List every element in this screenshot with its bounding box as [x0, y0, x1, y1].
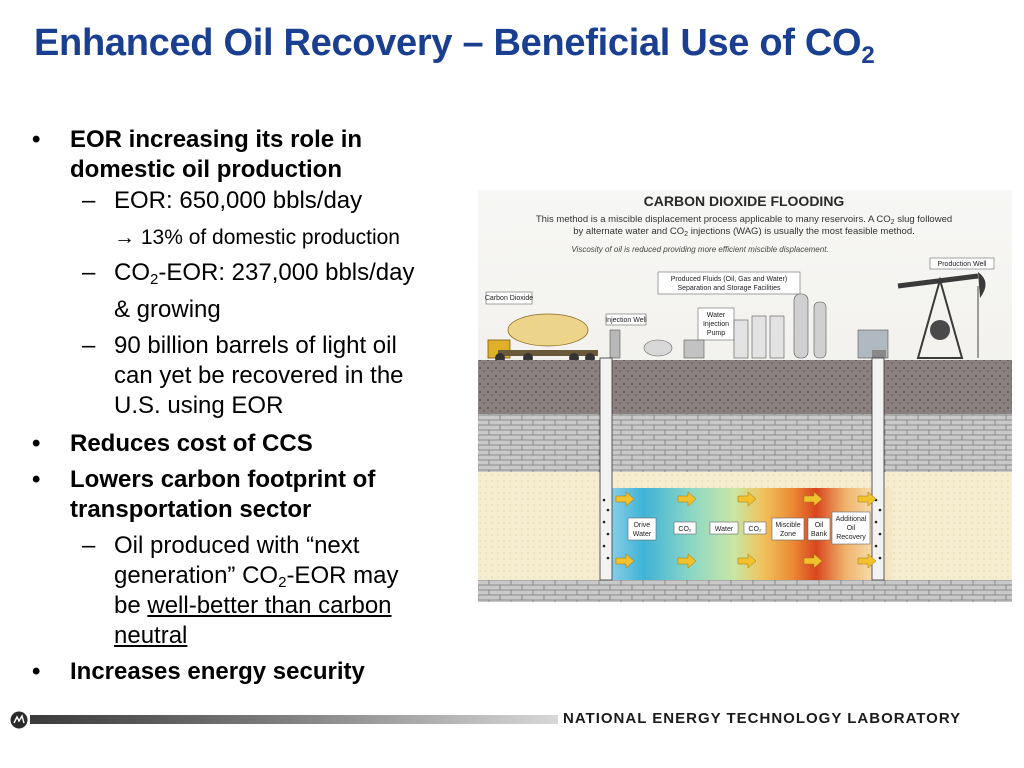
next-gen-post: -EOR may	[286, 562, 399, 589]
zone-oil-bank-1: Oil	[815, 522, 824, 529]
surface-equipment	[487, 272, 986, 363]
zone-additional-3: Recovery	[836, 534, 866, 541]
bullet-carbon-footprint: • Lowers carbon footprint of transportat…	[24, 465, 479, 525]
label-box-production-well	[929, 257, 995, 270]
injection-well-pipe	[599, 357, 613, 581]
zone-drive-water-2: Water	[633, 531, 652, 538]
next-gen-pre: generation” CO	[114, 562, 279, 589]
sub-bullet-next-gen-line3: be well-better than carbon	[114, 591, 479, 621]
label-injection-well: Injection Well	[605, 317, 647, 324]
label-produced-fluids-1: Produced Fluids (Oil, Gas and Water)	[671, 276, 787, 283]
zone-additional-2: Oil	[847, 525, 856, 532]
rock-layer-lower	[478, 580, 1012, 602]
label-water-pump-3: Pump	[707, 330, 725, 337]
sub-bullet-recoverable-line3: U.S. using EOR	[114, 392, 284, 419]
label-production-well: Production Well	[938, 261, 987, 268]
bullet-marker: •	[32, 126, 41, 153]
bullet-eor-role-line2: domestic oil production	[70, 156, 343, 183]
sub-bullet-eor-volume-text: EOR: 650,000 bbls/day	[114, 187, 363, 214]
rock-layer-middle	[478, 414, 1012, 472]
bullet-marker: •	[32, 466, 41, 493]
dash-marker: –	[82, 187, 96, 214]
zone-co2-b: CO₂	[748, 526, 762, 533]
zone-drive-water-1: Drive	[634, 522, 650, 529]
diagram-desc-line2: by alternate water and CO2 injections (W…	[573, 226, 915, 238]
slide-footer: NATIONAL ENERGY TECHNOLOGY LABORATORY	[0, 708, 1024, 732]
bullet-eor-role: • EOR increasing its role in domestic oi…	[24, 125, 479, 185]
diagram-desc-line3: Viscosity of oil is reduced providing mo…	[571, 245, 828, 254]
next-gen-be: be	[114, 592, 148, 619]
slide-title: Enhanced Oil Recovery – Beneficial Use o…	[34, 22, 1014, 70]
diagram-title: CARBON DIOXIDE FLOODING	[644, 193, 845, 209]
footer-gradient-bar	[30, 715, 558, 724]
label-box-produced-fluids	[657, 271, 801, 295]
zone-miscible-1: Miscible	[775, 522, 800, 529]
production-well-pipe	[871, 357, 885, 581]
sub-bullet-co2-eor-line2: & growing	[114, 296, 221, 323]
bullet-reduces-ccs-cost-text: Reduces cost of CCS	[70, 430, 313, 457]
sub-bullet-recoverable-line1: 90 billion barrels of light oil	[114, 332, 397, 359]
co2-subscript: 2	[150, 271, 159, 288]
bullet-energy-security: • Increases energy security	[24, 657, 479, 687]
co2-flooding-diagram: CARBON DIOXIDE FLOODING This method is a…	[478, 190, 1012, 602]
label-box-carbon-dioxide	[485, 291, 533, 305]
bullet-marker: •	[32, 430, 41, 457]
zone-water: Water	[715, 526, 734, 533]
dash-marker: –	[82, 259, 96, 286]
bullet-energy-security-text: Increases energy security	[70, 658, 365, 685]
label-water-pump-1: Water	[707, 312, 726, 319]
dash-marker: –	[82, 332, 96, 359]
diagram-desc-line1: This method is a miscible displacement p…	[536, 214, 952, 226]
bullet-carbon-footprint-line2: transportation sector	[70, 496, 312, 523]
sub-bullet-co2-eor-line1: CO2-EOR: 237,000 bbls/day	[114, 258, 479, 288]
zone-miscible-2: Zone	[780, 531, 796, 538]
underlined-phrase: well-better than carbon	[147, 592, 392, 619]
rock-layer-upper	[478, 360, 1012, 414]
label-water-pump-2: Injection	[703, 321, 729, 328]
zone-oil-bank-2: Bank	[811, 531, 827, 538]
footer-lab-name: NATIONAL ENERGY TECHNOLOGY LABORATORY	[563, 710, 962, 727]
bullet-carbon-footprint-line1: Lowers carbon footprint of	[70, 466, 376, 493]
sub-bullet-next-gen-line2: generation” CO2-EOR may	[114, 561, 479, 591]
underlined-phrase-end: neutral	[114, 622, 188, 649]
co2-eor-volume: -EOR: 237,000 bbls/day	[158, 259, 415, 286]
cap-layer	[478, 472, 1012, 488]
label-produced-fluids-2: Separation and Storage Facilities	[677, 285, 781, 292]
co2-subscript: 2	[278, 574, 287, 591]
sub-bullet-eor-volume: – EOR: 650,000 bbls/day	[24, 186, 479, 216]
dash-marker: –	[82, 532, 96, 559]
label-box-injection-well	[605, 313, 647, 326]
bullet-list: • EOR increasing its role in domestic oi…	[24, 125, 479, 687]
sub-bullet-recoverable-line2: can yet be recovered in the	[114, 362, 404, 389]
sub-bullet-co2-eor: – CO2-EOR: 237,000 bbls/day & growing	[24, 258, 479, 325]
sub-bullet-recoverable-oil: – 90 billion barrels of light oil can ye…	[24, 331, 479, 421]
co2-flooding-illustration: CARBON DIOXIDE FLOODING This method is a…	[478, 190, 1012, 602]
bullet-marker: •	[32, 658, 41, 685]
sub-bullet-next-gen-line1: Oil produced with “next	[114, 532, 360, 559]
co2-prefix: CO	[114, 259, 150, 286]
note-domestic-share: → 13% of domestic production	[114, 226, 400, 249]
slide-title-subscript: 2	[861, 42, 875, 69]
bullet-eor-role-line1: EOR increasing its role in	[70, 126, 363, 153]
zone-co2-a: CO₂	[678, 526, 692, 533]
netl-logo-icon	[10, 711, 28, 729]
flow-arrows	[615, 491, 877, 569]
label-carbon-dioxide: Carbon Dioxide	[485, 295, 533, 302]
label-box-water-pump	[697, 307, 735, 341]
slide-title-text: Enhanced Oil Recovery – Beneficial Use o…	[34, 22, 862, 64]
bullet-reduces-ccs-cost: • Reduces cost of CCS	[24, 429, 479, 459]
sub-bullet-next-gen: – Oil produced with “next generation” CO…	[24, 531, 479, 651]
zone-additional-1: Additional	[836, 516, 867, 523]
